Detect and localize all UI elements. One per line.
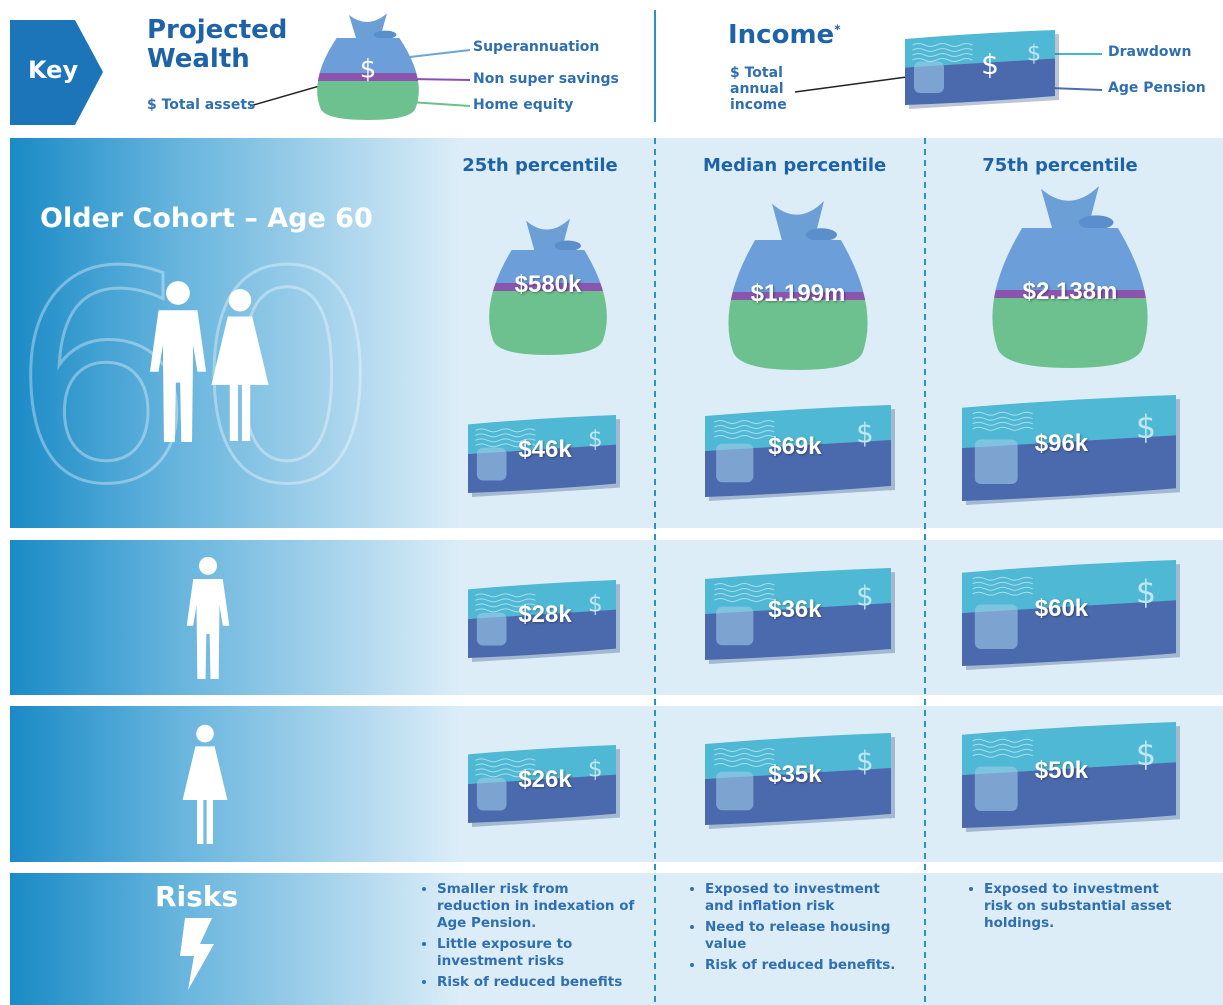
income-value: $35k <box>768 761 821 789</box>
key-dollar: $ <box>981 48 999 81</box>
note-dollar: $ <box>856 744 874 777</box>
income-title: Income* <box>728 20 840 50</box>
pointer <box>410 79 470 80</box>
income-value: $60k <box>1035 595 1088 623</box>
risk-item: Need to release housing value <box>705 919 910 953</box>
note-dollar: $ <box>1027 41 1041 67</box>
note-seal <box>716 772 753 811</box>
risk-item: Exposed to investment risk on substantia… <box>984 881 1189 932</box>
income-title-text: Income <box>728 20 834 50</box>
risk-item: Smaller risk from reduction in indexatio… <box>437 881 637 932</box>
risk-item: Risk of reduced benefits. <box>705 957 910 974</box>
note-dollar: $ <box>1136 736 1156 773</box>
key-text: Superannuation <box>473 39 599 55</box>
risk-list: Exposed to investment risk on substantia… <box>962 881 1189 936</box>
risks-title: Risks <box>155 880 238 913</box>
wealth-title: Projected Wealth <box>147 16 297 74</box>
note-dollar: $ <box>588 589 603 617</box>
risk-list: Exposed to investment and inflation risk… <box>683 881 910 978</box>
note-dollar: $ <box>588 754 603 782</box>
pointer <box>410 50 470 57</box>
bag-knot <box>1079 215 1114 229</box>
income-value: $28k <box>518 601 571 629</box>
key-text: Drawdown <box>1108 44 1191 60</box>
note-dollar: $ <box>1136 574 1156 611</box>
pointer <box>410 102 470 106</box>
bag-knot <box>374 31 397 39</box>
head <box>199 557 217 575</box>
income-value: $36k <box>768 596 821 624</box>
column-header: 75th percentile <box>970 155 1150 176</box>
note-seal <box>477 448 507 481</box>
key-text: $ Total assets <box>147 97 255 113</box>
key-text: $ Total annual income <box>730 65 800 113</box>
bag-knot <box>806 228 837 241</box>
note-dollar: $ <box>1136 409 1156 446</box>
key-label: Key <box>28 56 78 84</box>
note-seal <box>477 613 507 646</box>
head <box>166 281 190 305</box>
note-dollar: $ <box>856 579 874 612</box>
note-seal <box>716 444 753 483</box>
head <box>196 725 214 743</box>
note-dollar: $ <box>588 424 603 452</box>
income-value: $26k <box>518 766 571 794</box>
background: 60 $ $ $ $ $ $ $ $ $ $ $ $ <box>0 0 1223 1005</box>
note-seal <box>975 440 1018 485</box>
note-seal <box>975 767 1018 812</box>
wealth-value: $2.138m <box>990 278 1150 306</box>
key-text: Home equity <box>473 97 573 113</box>
income-value: $50k <box>1035 757 1088 785</box>
risk-item: Risk of reduced benefits <box>437 974 637 991</box>
note-seal <box>716 607 753 646</box>
income-value: $46k <box>518 436 571 464</box>
risk-item: Exposed to investment and inflation risk <box>705 881 910 915</box>
risk-list: Smaller risk from reduction in indexatio… <box>415 881 637 995</box>
key-dollar: $ <box>360 55 377 85</box>
cohort-title: Older Cohort – Age 60 <box>40 203 373 234</box>
infographic: 60 $ $ $ $ $ $ $ $ $ $ $ $ Key Projected Wealth $ T… <box>0 0 1223 1005</box>
panel-gradient <box>10 540 460 695</box>
income-value: $69k <box>768 433 821 461</box>
head <box>229 289 251 311</box>
column-header: 25th percentile <box>450 155 630 176</box>
note-seal <box>477 778 507 811</box>
column-header: Median percentile <box>703 155 883 176</box>
risk-item: Little exposure to investment risks <box>437 936 637 970</box>
panel-gradient <box>10 706 460 862</box>
note-seal <box>975 605 1018 650</box>
wealth-value: $1.199m <box>718 280 878 308</box>
income-value: $96k <box>1035 430 1088 458</box>
key-text: Age Pension <box>1108 80 1206 96</box>
wealth-value: $580k <box>468 271 628 299</box>
note-dollar: $ <box>856 416 874 449</box>
bag-knot <box>555 241 581 252</box>
key-text: Non super savings <box>473 71 619 87</box>
age-numeral: 60 <box>10 211 379 548</box>
footnote-mark: * <box>834 22 840 36</box>
note-seal <box>914 62 944 94</box>
